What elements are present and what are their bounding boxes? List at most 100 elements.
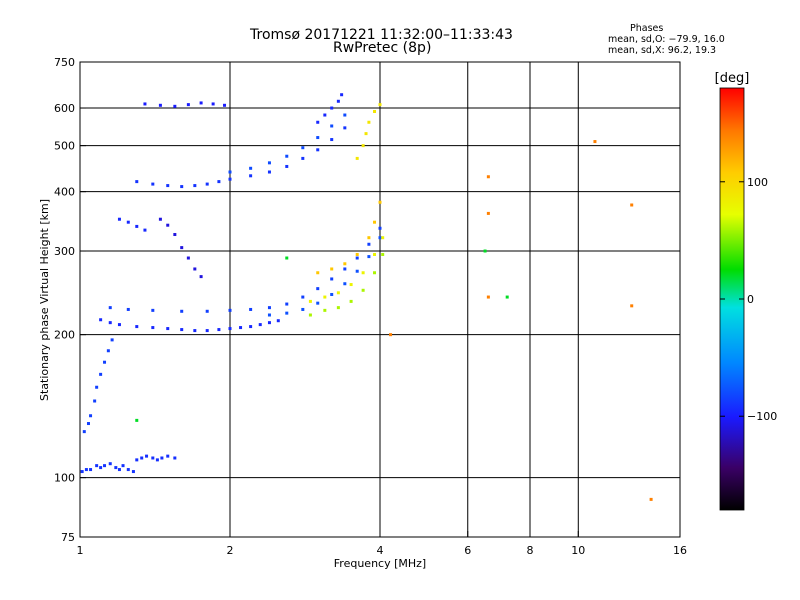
data-point — [267, 313, 271, 317]
data-point — [99, 372, 103, 376]
data-point — [301, 156, 305, 160]
data-point — [367, 236, 371, 240]
y-axis-label: Stationary phase Virtual Height [km] — [38, 199, 51, 401]
data-point — [199, 101, 203, 105]
data-point — [373, 271, 377, 275]
data-point — [258, 323, 262, 327]
data-point — [217, 180, 221, 184]
data-point — [367, 242, 371, 246]
data-point — [193, 267, 197, 271]
data-point — [630, 304, 634, 308]
colorbar-axis: 100 0 −100 [deg] — [715, 71, 777, 511]
data-point — [355, 256, 359, 260]
data-point — [267, 170, 271, 174]
data-point — [267, 321, 271, 325]
data-point — [151, 456, 155, 460]
data-point — [276, 319, 280, 323]
data-point — [86, 422, 90, 426]
data-point — [166, 454, 170, 458]
data-point — [343, 267, 347, 271]
data-point — [135, 458, 139, 462]
data-point — [205, 329, 209, 333]
data-point — [308, 313, 312, 317]
data-point — [108, 306, 112, 310]
data-point — [378, 236, 382, 240]
data-point — [135, 224, 139, 228]
data-point — [361, 271, 365, 275]
data-point — [114, 466, 118, 470]
y-tick-label: 750 — [54, 56, 75, 69]
data-point — [80, 470, 84, 474]
data-point — [108, 462, 112, 466]
data-point — [349, 299, 353, 303]
data-point — [367, 120, 371, 124]
data-point — [285, 302, 289, 306]
data-point — [166, 184, 170, 188]
data-point — [155, 458, 159, 462]
grid-lines — [80, 62, 680, 537]
data-point — [505, 295, 509, 299]
data-point — [330, 292, 334, 296]
colorbar-tick-label: 0 — [747, 293, 754, 306]
axes: 1 2 4 6 8 10 16 75 100 200 300 400 500 600 750 Frequenc… — [38, 56, 687, 570]
data-point — [126, 468, 130, 472]
chart-subtitle: RwPretec (8p) — [333, 40, 432, 56]
data-point — [373, 220, 377, 224]
data-point — [336, 291, 340, 295]
data-point — [301, 295, 305, 299]
data-point — [228, 177, 232, 181]
data-point — [267, 161, 271, 165]
data-point — [330, 124, 334, 128]
colorbar-tick-label: 100 — [747, 176, 768, 189]
x-tick-label: 16 — [673, 544, 687, 557]
data-point — [249, 174, 253, 178]
phases-x-stats: mean, sd,X: 96.2, 19.3 — [608, 45, 717, 56]
data-point — [180, 328, 184, 332]
y-tick-label: 400 — [54, 186, 75, 199]
data-points — [80, 93, 653, 501]
data-point — [117, 468, 121, 472]
data-point — [186, 256, 190, 260]
colorbar-tick-label: −100 — [747, 410, 777, 423]
data-point — [367, 255, 371, 259]
y-tick-label: 300 — [54, 245, 75, 258]
y-tick-label: 100 — [54, 472, 75, 485]
colorbar-label: [deg] — [715, 71, 750, 86]
data-point — [205, 309, 209, 313]
data-point — [211, 102, 215, 106]
data-point — [217, 328, 221, 332]
data-point — [355, 269, 359, 273]
data-point — [180, 309, 184, 313]
data-point — [249, 325, 253, 329]
data-point — [193, 184, 197, 188]
x-tick-label: 4 — [377, 544, 384, 557]
data-point — [330, 138, 334, 142]
data-point — [323, 295, 327, 299]
data-point — [223, 103, 227, 107]
data-point — [330, 277, 334, 281]
data-point — [373, 109, 377, 113]
data-point — [158, 217, 162, 221]
data-point — [343, 113, 347, 117]
data-point — [228, 170, 232, 174]
data-point — [381, 252, 385, 256]
data-point — [323, 308, 327, 312]
data-point — [593, 140, 597, 144]
data-point — [285, 256, 289, 260]
data-point — [103, 464, 107, 468]
data-point — [131, 470, 135, 474]
phases-heading: Phases — [630, 23, 664, 34]
data-point — [99, 318, 103, 322]
data-point — [95, 464, 99, 468]
data-point — [180, 246, 184, 250]
data-point — [99, 466, 103, 470]
data-point — [323, 113, 327, 117]
data-point — [336, 99, 340, 103]
data-point — [343, 126, 347, 130]
data-point — [301, 146, 305, 150]
data-point — [285, 164, 289, 168]
data-point — [316, 301, 320, 305]
data-point — [108, 321, 112, 325]
data-point — [355, 156, 359, 160]
